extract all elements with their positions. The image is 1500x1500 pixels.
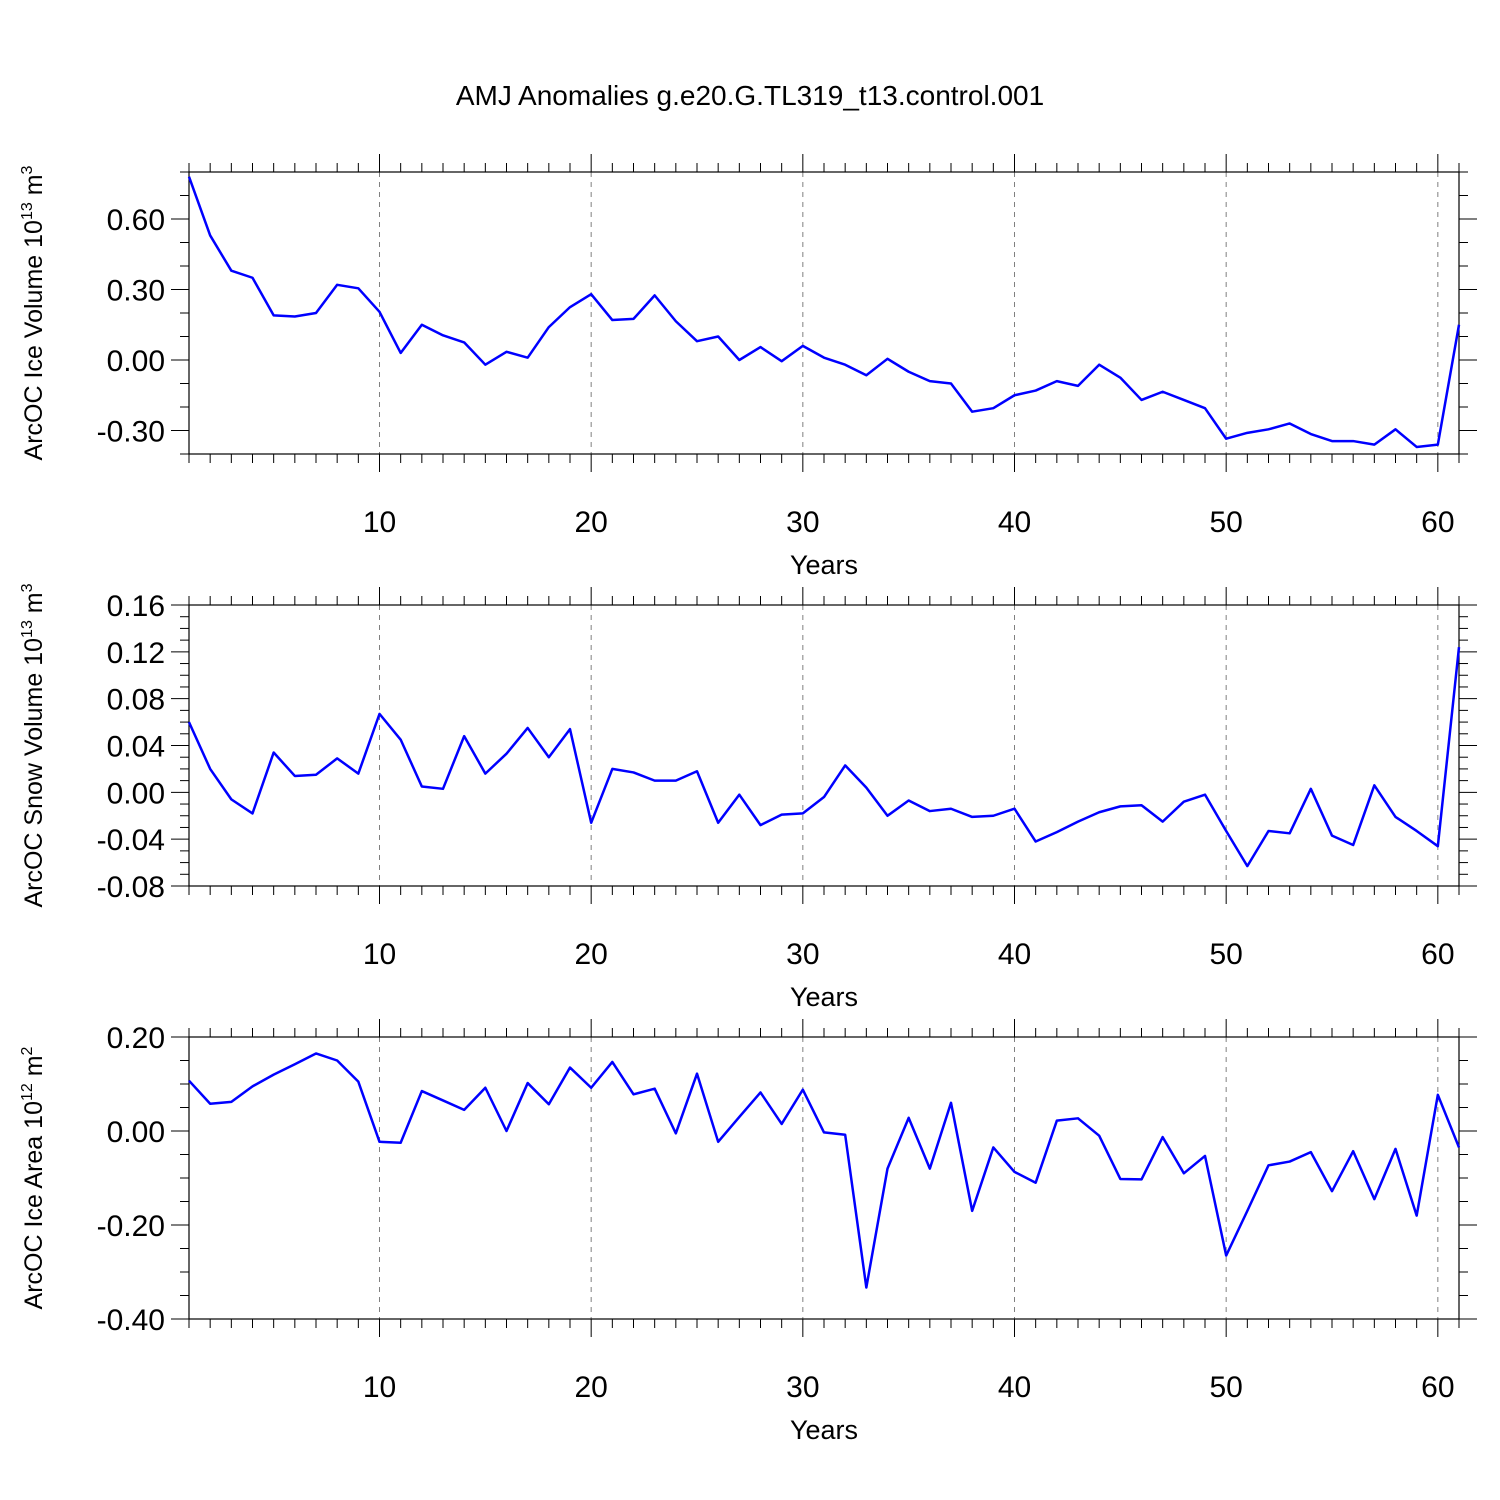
chart-2-y-tick-label: 0.08 — [107, 684, 165, 717]
chart-2-plot-frame — [188, 604, 1460, 887]
chart-1-y-tick-label: 0.30 — [107, 275, 165, 308]
chart-2-x-tick-label: 60 — [1421, 938, 1454, 971]
chart-1-x-tick-label: 60 — [1421, 506, 1454, 539]
chart-2-y-tick-label: -0.08 — [97, 871, 165, 904]
chart-2-x-tick-label: 40 — [998, 938, 1031, 971]
chart-2-y-tick-label: 0.04 — [107, 731, 165, 764]
chart-1-panel: -0.30 0.00 0.30 0.60 10 20 30 40 50 60 Years ArcOC … — [19, 154, 1477, 580]
chart-2-y-tick-label: -0.04 — [97, 824, 165, 857]
chart-2-x-tick-label: 20 — [574, 938, 607, 971]
chart-2-y-tick-label: 0.00 — [107, 777, 165, 810]
chart-3-x-tick-label: 40 — [998, 1371, 1031, 1404]
chart-2-series-line-snow_volume — [187, 647, 1461, 868]
chart-3-x-tick-label: 60 — [1421, 1371, 1454, 1404]
chart-3-y-tick-label: -0.40 — [97, 1304, 165, 1337]
chart-3-x-axis-label: Years — [790, 1415, 858, 1445]
chart-1-y-tick-label: -0.30 — [97, 416, 165, 449]
chart-3-x-tick-label: 20 — [574, 1371, 607, 1404]
chart-3-x-tick-label: 10 — [363, 1371, 396, 1404]
chart-3-y-axis-label: ArcOC Ice Area 1012 m2 — [19, 1046, 48, 1309]
chart-3-y-tick-label: 0.20 — [107, 1022, 165, 1055]
chart-3-y-tick-label: 0.00 — [107, 1116, 165, 1149]
chart-1-x-tick-label: 20 — [574, 506, 607, 539]
chart-3-y-tick-label: -0.20 — [97, 1210, 165, 1243]
chart-1-x-tick-label: 30 — [786, 506, 819, 539]
chart-1-series-line-ice_volume — [187, 176, 1461, 449]
chart-2-x-axis-label: Years — [790, 982, 858, 1012]
chart-1-x-tick-label: 50 — [1209, 506, 1242, 539]
chart-1-y-axis-label: ArcOC Ice Volume 1013 m3 — [19, 165, 48, 460]
chart-2-x-tick-label: 30 — [786, 938, 819, 971]
chart-2-y-axis-label: ArcOC Snow Volume 1013 m3 — [19, 583, 48, 907]
chart-1-y-tick-label: 0.60 — [107, 204, 165, 237]
chart-3-panel: -0.40 -0.20 0.00 0.20 10 20 30 40 50 60 Years ArcOC… — [19, 1019, 1477, 1445]
chart-2-y-tick-label: 0.16 — [107, 590, 165, 623]
chart-3-x-tick-label: 30 — [786, 1371, 819, 1404]
chart-3-plot-frame — [188, 1036, 1460, 1320]
chart-3-series-line-ice_area — [188, 1052, 1461, 1289]
chart-2-x-tick-label: 50 — [1209, 938, 1242, 971]
chart-2-x-tick-label: 10 — [363, 938, 396, 971]
chart-2-y-tick-label: 0.12 — [107, 637, 165, 670]
chart-title: AMJ Anomalies g.e20.G.TL319_t13.control.… — [455, 80, 1045, 111]
chart-1-y-tick-label: 0.00 — [107, 345, 165, 378]
chart-2-panel: -0.08 -0.04 0.00 0.04 0.08 0.12 0.16 10 20 30 40 50… — [19, 583, 1477, 1012]
chart-1-plot-frame — [188, 171, 1460, 455]
chart-1-x-tick-label: 40 — [998, 506, 1031, 539]
chart-3-x-tick-label: 50 — [1209, 1371, 1242, 1404]
chart-1-x-tick-label: 10 — [363, 506, 396, 539]
chart-1-x-axis-label: Years — [790, 550, 858, 580]
